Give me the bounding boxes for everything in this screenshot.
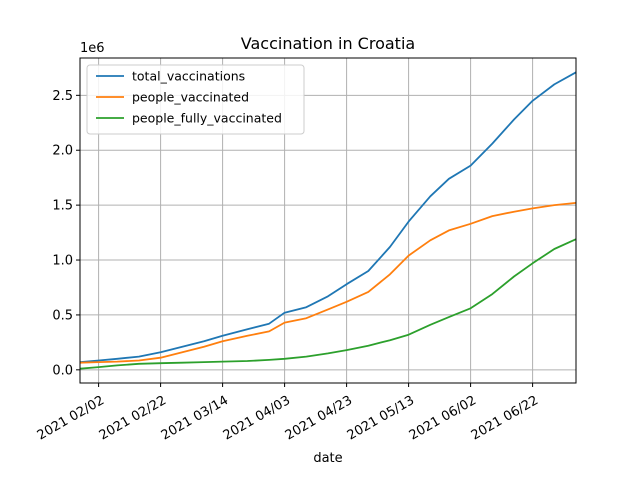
- y-tick-label: 0.0: [52, 363, 73, 378]
- y-tick-label: 0.5: [52, 308, 73, 323]
- chart-title: Vaccination in Croatia: [241, 34, 415, 53]
- y-offset-label: 1e6: [80, 41, 105, 56]
- series-line-people-fully-vaccinated: [79, 238, 577, 370]
- series-line-people-vaccinated: [79, 202, 577, 364]
- plot-frame: [79, 57, 577, 384]
- y-tick-label: 2.5: [52, 89, 73, 104]
- y-tick-label: 1.5: [52, 199, 73, 214]
- legend-label: total_vaccinations: [132, 69, 245, 84]
- x-axis-label: date: [313, 451, 342, 466]
- y-tick-label: 2.0: [52, 144, 73, 159]
- legend-label: people_fully_vaccinated: [132, 111, 282, 126]
- legend-box: [86, 64, 305, 135]
- legend: total_vaccinations people_vaccinatedpeopl…: [86, 64, 305, 135]
- y-tick-label: 1.0: [52, 254, 73, 269]
- series-line-total-vaccinations: [79, 71, 577, 363]
- series-lines: [79, 71, 577, 370]
- legend-label: people_vaccinated: [132, 90, 249, 105]
- y-axis-ticks: 0.0 0.5 1.0 1.5 2.0 2.5: [52, 89, 80, 378]
